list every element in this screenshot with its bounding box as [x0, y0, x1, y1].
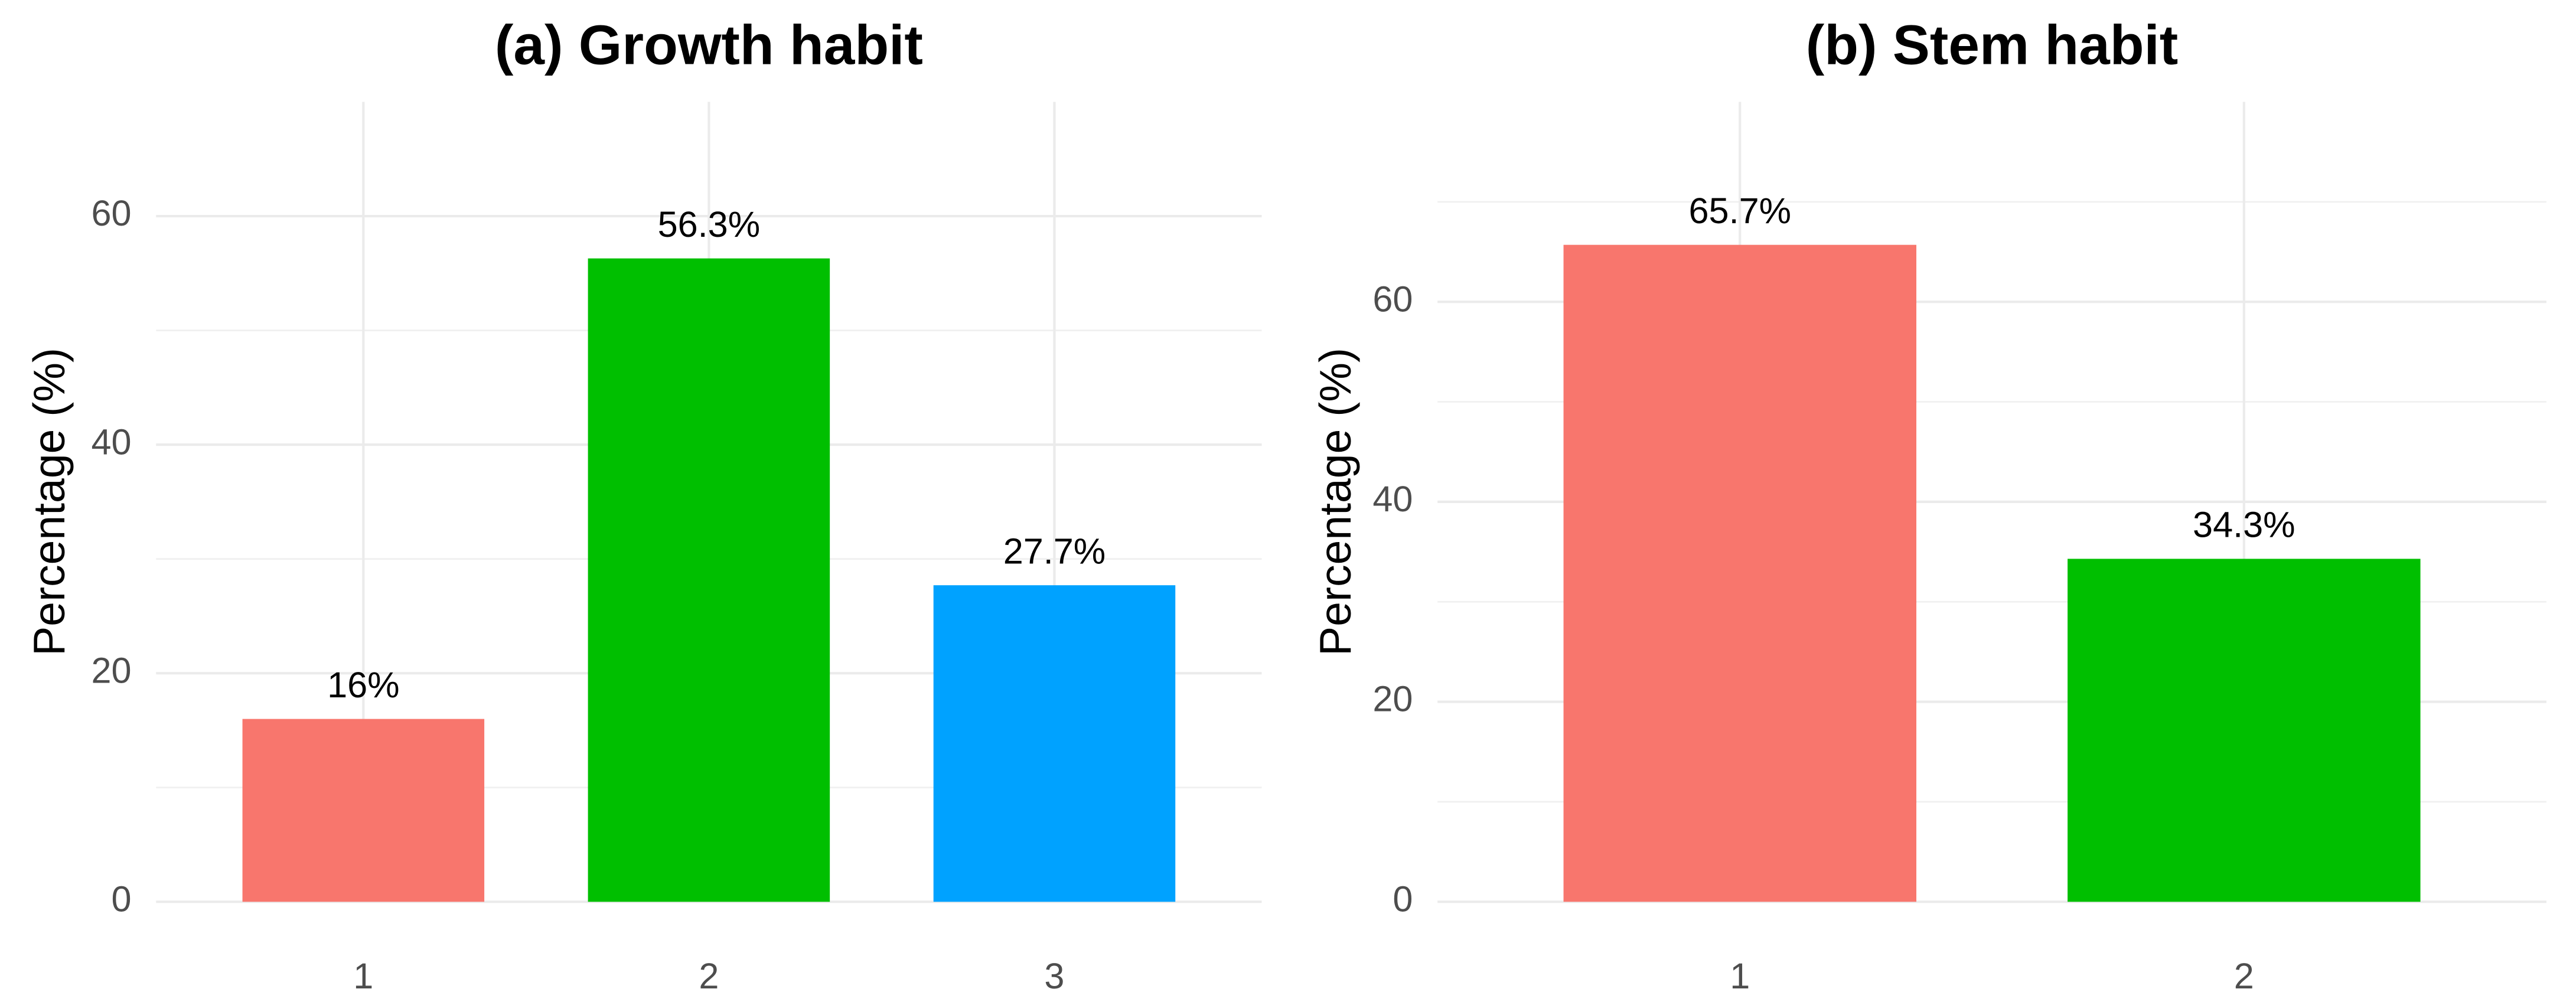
y-tick-label: 40	[1372, 479, 1413, 519]
y-tick-label: 40	[91, 422, 131, 462]
chart-title: (a) Growth habit	[495, 14, 923, 76]
value-label: 16%	[327, 665, 399, 705]
value-label: 34.3%	[2193, 505, 2295, 545]
x-tick-label: 3	[1044, 956, 1064, 996]
x-tick-label: 1	[1730, 956, 1750, 996]
bar	[2068, 559, 2421, 902]
chart-title: (b) Stem habit	[1806, 14, 2179, 76]
y-axis-label: Percentage (%)	[1310, 348, 1360, 656]
x-tick-label: 2	[2234, 956, 2254, 996]
bar	[1563, 244, 1917, 902]
x-tick-label: 1	[353, 956, 373, 996]
value-label: 65.7%	[1689, 191, 1791, 231]
bar	[242, 719, 485, 902]
bar	[933, 585, 1176, 902]
y-tick-label: 20	[1372, 679, 1413, 719]
value-label: 56.3%	[658, 204, 761, 244]
bar	[588, 258, 830, 902]
y-axis-label: Percentage (%)	[24, 348, 74, 656]
y-tick-label: 60	[1372, 279, 1413, 319]
y-tick-label: 20	[91, 650, 131, 690]
y-tick-label: 60	[91, 193, 131, 233]
y-tick-label: 0	[1393, 879, 1413, 919]
value-label: 27.7%	[1003, 531, 1106, 571]
x-tick-label: 2	[699, 956, 719, 996]
y-tick-label: 0	[112, 879, 132, 919]
